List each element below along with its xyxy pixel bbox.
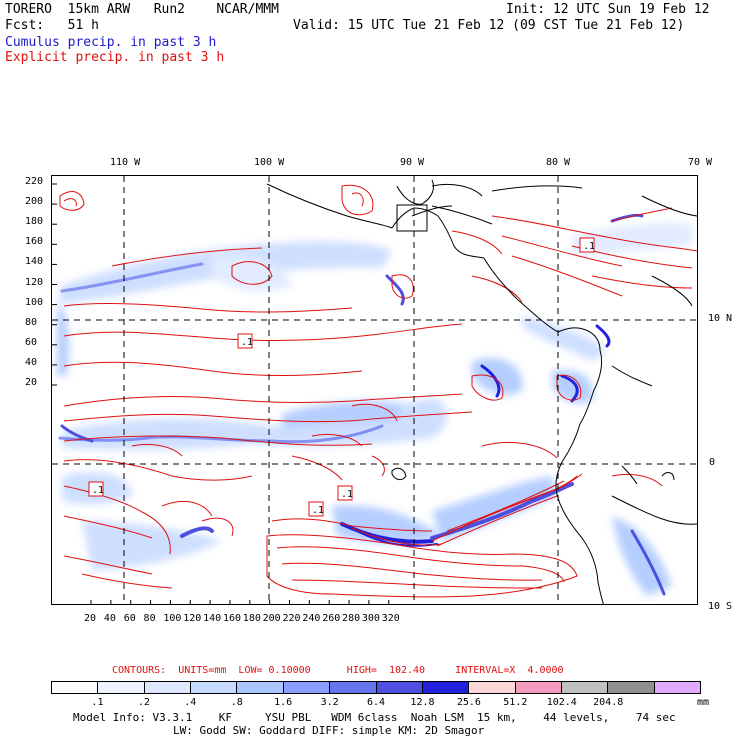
- bottom-tick-label: 140: [203, 613, 222, 624]
- bottom-tick-label: 200: [262, 613, 281, 624]
- colorbar-units: mm: [697, 697, 710, 708]
- colorbar: [51, 681, 701, 694]
- lat-label-0: 0: [709, 457, 716, 468]
- colorbar-cell: [237, 682, 284, 693]
- lat-label-10n: 10 N: [708, 313, 733, 324]
- bottom-tick-label: 320: [381, 613, 400, 624]
- contour-label-box: .1: [88, 481, 104, 497]
- svg-text:.1: .1: [583, 241, 595, 252]
- lon-label-100w: 100 W: [254, 157, 285, 168]
- left-tick-label: 120: [25, 276, 44, 288]
- left-tick-label: 160: [25, 236, 44, 248]
- precip-map: .1 .1 .1 .1 .1: [51, 175, 698, 605]
- svg-text:.1: .1: [341, 489, 353, 500]
- colorbar-label: .4: [184, 697, 197, 708]
- model-info-line-2: LW: Godd SW: Goddard DIFF: simple KM: 2D…: [173, 724, 485, 737]
- left-tick-label: 40: [25, 356, 38, 368]
- colorbar-cell: [469, 682, 516, 693]
- bottom-tick-label: 120: [183, 613, 202, 624]
- bottom-tick-label: 40: [103, 613, 116, 624]
- contour-label-boxes: .1 .1 .1 .1 .1: [88, 237, 595, 517]
- explicit-contours: [59, 184, 697, 598]
- left-tick-label: 180: [25, 216, 44, 228]
- colorbar-cell: [52, 682, 99, 693]
- lon-label-90w: 90 W: [400, 157, 425, 168]
- valid-time: Valid: 15 UTC Tue 21 Feb 12 (09 CST Tue …: [293, 18, 685, 33]
- svg-text:.1: .1: [241, 337, 253, 348]
- colorbar-label: 25.6: [456, 697, 481, 708]
- colorbar-cell: [561, 682, 609, 693]
- svg-text:.1: .1: [92, 485, 104, 496]
- colorbar-cell: [191, 682, 238, 693]
- colorbar-cell: [144, 682, 192, 693]
- contours-legend: CONTOURS: UNITS=mm LOW= 0.10000 HIGH= 10…: [112, 665, 564, 676]
- model-info-line-1: Model Info: V3.3.1 KF YSU PBL WDM 6class…: [73, 711, 676, 724]
- colorbar-label: .1: [91, 697, 104, 708]
- colorbar-cell: [376, 682, 423, 693]
- init-time: Init: 12 UTC Sun 19 Feb 12: [506, 2, 710, 17]
- explicit-legend: Explicit precip. in past 3 h: [5, 50, 225, 65]
- lon-label-80w: 80 W: [546, 157, 571, 168]
- bottom-tick-label: 260: [322, 613, 341, 624]
- model-title: TORERO 15km ARW Run2 NCAR/MMM: [5, 2, 279, 17]
- colorbar-label: .8: [230, 697, 243, 708]
- left-tick-label: 80: [25, 316, 38, 328]
- left-tick-label: 220: [25, 176, 44, 187]
- bottom-tick-label: 100: [163, 613, 182, 624]
- colorbar-cell: [515, 682, 562, 693]
- bottom-tick-label: 280: [342, 613, 361, 624]
- contour-label-box: .1: [308, 501, 324, 517]
- colorbar-label: 1.6: [274, 697, 293, 708]
- bottom-tick-label: 80: [143, 613, 156, 624]
- bottom-tick-label: 20: [84, 613, 97, 624]
- colorbar-label: 3.2: [320, 697, 339, 708]
- gridlines: [52, 176, 697, 604]
- bottom-tick-label: 300: [361, 613, 380, 624]
- coastlines: [266, 179, 697, 604]
- contour-label-box: .1: [579, 237, 595, 253]
- precip-map-svg: .1 .1 .1 .1 .1: [52, 176, 697, 604]
- bottom-tick-label: 160: [222, 613, 241, 624]
- colorbar-label: 12.8: [410, 697, 435, 708]
- cumulus-shading: [57, 223, 692, 596]
- left-tick-label: 140: [25, 256, 44, 268]
- left-tick-label: 20: [25, 377, 38, 388]
- lat-label-10s: 10 S: [708, 601, 733, 612]
- forecast-hour: Fcst: 51 h: [5, 18, 99, 33]
- colorbar-cell: [283, 682, 331, 693]
- left-tick-label: 100: [25, 296, 44, 308]
- colorbar-label: 6.4: [367, 697, 386, 708]
- left-tick-label: 60: [25, 336, 38, 348]
- bottom-tick-label: 180: [242, 613, 261, 624]
- contour-label-box: .1: [337, 485, 353, 501]
- colorbar-label: .2: [137, 697, 150, 708]
- colorbar-cell: [422, 682, 470, 693]
- lon-label-110w: 110 W: [110, 157, 141, 168]
- bottom-tick-label: 240: [302, 613, 321, 624]
- colorbar-label: 102.4: [546, 697, 577, 708]
- colorbar-label: 204.8: [593, 697, 624, 708]
- lon-label-70w: 70 W: [688, 157, 713, 168]
- tick-marks: [52, 183, 390, 604]
- colorbar-cell: [654, 682, 701, 693]
- svg-text:.1: .1: [312, 505, 324, 516]
- colorbar-cell: [608, 682, 655, 693]
- bottom-tick-label: 220: [282, 613, 301, 624]
- cumulus-legend: Cumulus precip. in past 3 h: [5, 35, 217, 50]
- colorbar-cell: [330, 682, 377, 693]
- colorbar-cell: [98, 682, 145, 693]
- left-tick-label: 200: [25, 196, 44, 208]
- contour-label-box: .1: [237, 333, 253, 349]
- colorbar-label: 51.2: [503, 697, 528, 708]
- bottom-tick-label: 60: [123, 613, 136, 624]
